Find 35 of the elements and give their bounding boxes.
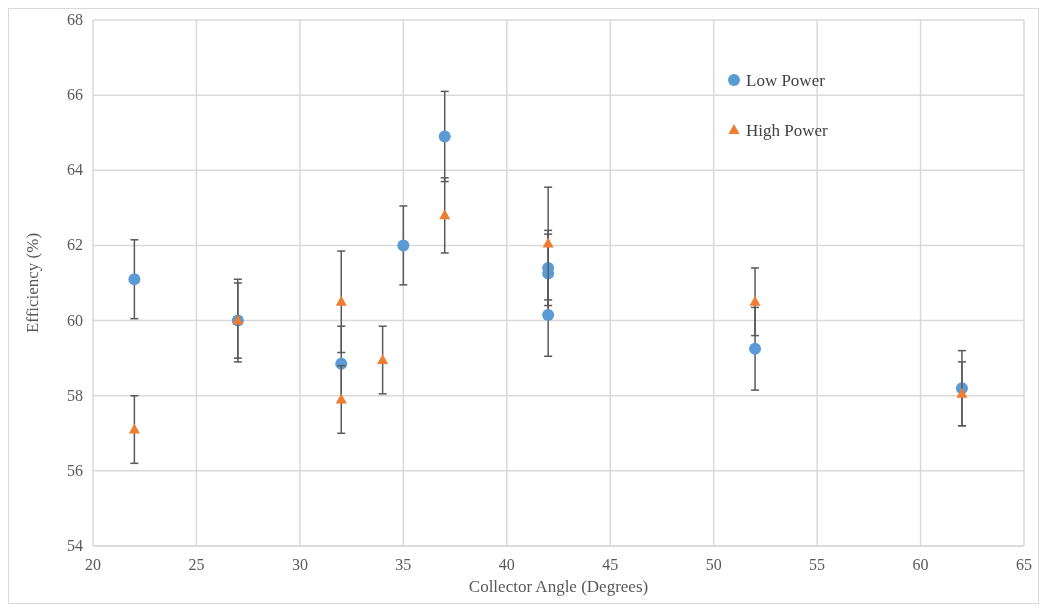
x-tick-label: 20 (85, 556, 101, 573)
x-tick-label: 45 (602, 556, 619, 573)
point (335, 295, 347, 306)
point (377, 354, 389, 365)
x-tick-label: 65 (1016, 556, 1032, 573)
y-tick-label: 60 (67, 311, 83, 329)
point (439, 209, 451, 220)
x-tick-label: 25 (188, 556, 205, 573)
x-axis-title: Collector Angle (Degrees) (468, 577, 649, 596)
point (128, 273, 141, 286)
y-axis-title: Efficiency (%) (23, 232, 42, 334)
point (749, 342, 762, 355)
x-tick-label: 55 (809, 556, 826, 573)
point (438, 130, 451, 143)
y-tick-label: 64 (67, 161, 83, 179)
point (335, 393, 347, 404)
x-tick-label: 50 (705, 556, 722, 573)
y-tick-label: 68 (67, 11, 83, 28)
y-tick-label: 56 (67, 461, 83, 479)
x-tick-label: 30 (291, 556, 308, 573)
y-tick-label: 62 (67, 236, 83, 254)
x-tick-label: 40 (498, 556, 515, 573)
legend-label: High Power (746, 121, 829, 140)
point (128, 423, 140, 434)
y-tick-label: 66 (67, 86, 83, 104)
point (542, 237, 554, 248)
point (956, 387, 968, 398)
point (542, 308, 555, 321)
x-tick-label: 35 (395, 556, 412, 573)
point (397, 239, 410, 252)
legend-label: Low Power (746, 71, 826, 90)
y-tick-label: 54 (67, 537, 83, 554)
x-tick-label: 60 (912, 556, 929, 573)
y-tick-label: 58 (67, 386, 83, 404)
point (749, 295, 761, 306)
